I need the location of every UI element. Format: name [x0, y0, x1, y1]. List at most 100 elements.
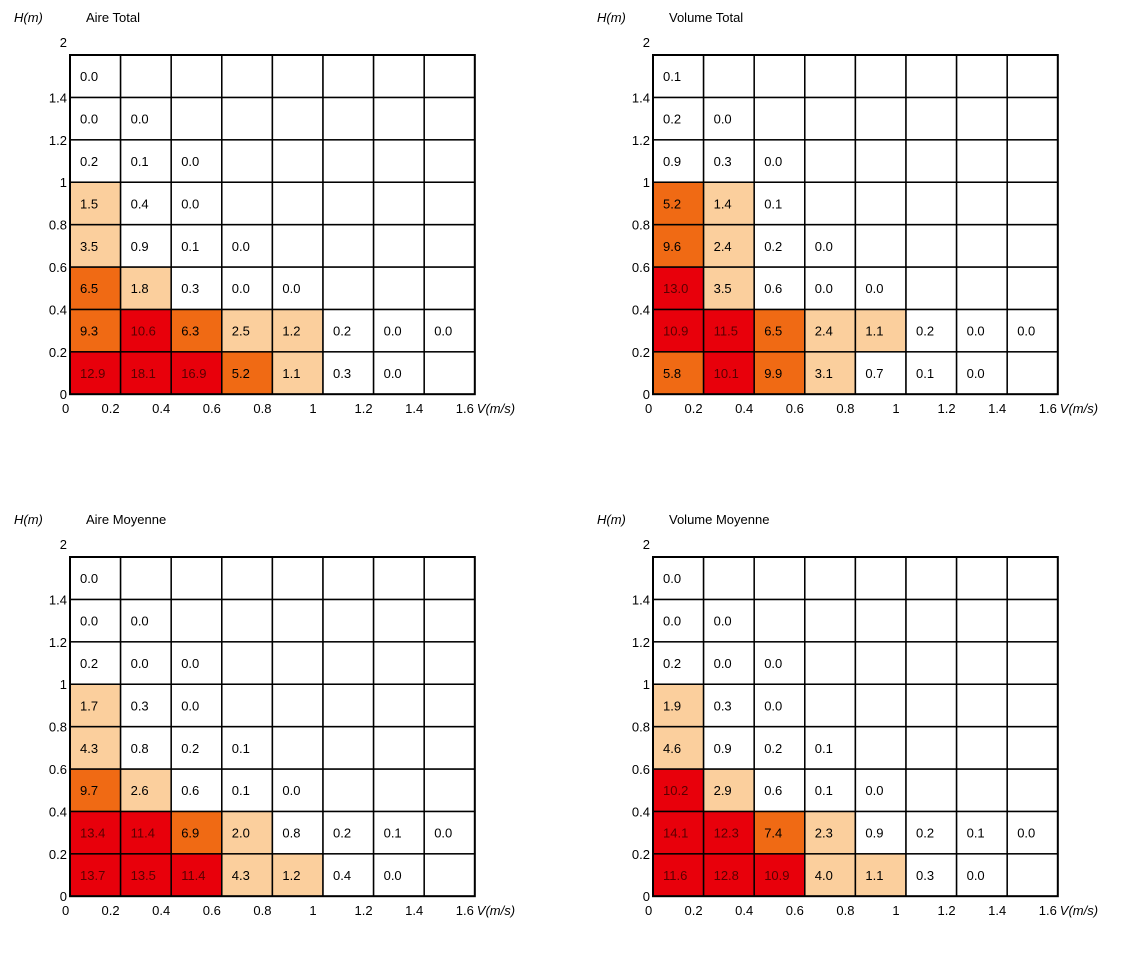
- x-tick-label: 0.6: [203, 903, 221, 918]
- cell-value-label: 2.4: [815, 324, 833, 339]
- x-tick-label: 0.4: [152, 401, 170, 416]
- cell-value-label: 13.5: [131, 868, 156, 883]
- heatmap-cell: [905, 96, 958, 141]
- heatmap-cell: [119, 96, 172, 141]
- cell-value-label: 0.3: [131, 698, 149, 713]
- heatmap-grid: 11.6 12.8 10.9 4.0 1.1 0.3 0.014.1 12.3 7.4 2.3 0.…: [632, 537, 1098, 918]
- heatmap-cell: [372, 96, 425, 141]
- x-tick-label: 1.2: [938, 903, 956, 918]
- heatmap-cell: [221, 266, 274, 311]
- heatmap-cell: [271, 96, 324, 141]
- heatmap-cell: [423, 181, 476, 226]
- x-tick-label: 0.4: [152, 903, 170, 918]
- cell-value-label: 0.0: [967, 868, 985, 883]
- heatmap-cell: [955, 725, 1008, 770]
- heatmap-cell: [854, 683, 907, 728]
- cell-value-label: 0.0: [181, 698, 199, 713]
- heatmap-cell: [804, 308, 857, 353]
- cell-value-label: 0.1: [232, 741, 250, 756]
- cell-value-label: 0.0: [80, 112, 98, 127]
- heatmap-cell: [955, 853, 1008, 897]
- heatmap-cell: [905, 725, 958, 770]
- x-tick-label: 1.6: [1039, 401, 1057, 416]
- x-tick-label: 0.2: [685, 401, 703, 416]
- y-tick-label: 0.4: [632, 302, 650, 317]
- heatmap-cell: [702, 556, 755, 601]
- cell-value-label: 6.5: [764, 324, 782, 339]
- heatmap-cell: [271, 266, 324, 311]
- cell-value-label: 0.0: [663, 571, 681, 586]
- cell-value-label: 5.2: [663, 196, 681, 211]
- cell-value-label: 0.3: [916, 868, 934, 883]
- heatmap-cell: [753, 556, 806, 601]
- heatmap-cell: [322, 853, 375, 897]
- heatmap-cell: [804, 181, 857, 226]
- heatmap-panel-volume-moyenne: H(m) Volume Moyenne 11.6 12.8 10.9 4.0 1.1 0.…: [583, 502, 1136, 972]
- x-tick-label: 0.6: [203, 401, 221, 416]
- y-tick-label: 0.6: [49, 260, 67, 275]
- heatmap-cell: [372, 223, 425, 268]
- y-tick-label: 0.2: [49, 847, 67, 862]
- heatmap-cell: [1006, 266, 1059, 311]
- heatmap-cell: [955, 556, 1008, 601]
- heatmap-cell: [702, 308, 755, 353]
- heatmap-cell: [854, 54, 907, 99]
- cell-value-label: 0.6: [181, 783, 199, 798]
- cell-value-label: 0.1: [916, 366, 934, 381]
- heatmap-cell: [423, 266, 476, 311]
- heatmap-cell: [1006, 181, 1059, 226]
- cell-value-label: 4.6: [663, 741, 681, 756]
- heatmap-cell: [119, 810, 172, 855]
- cell-value-label: 0.0: [434, 826, 452, 841]
- heatmap-cell: [170, 351, 223, 395]
- heatmap-grid: 5.8 10.1 9.9 3.1 0.7 0.1 0.010.9 11.5 6.5 2.4 1.1 0…: [632, 35, 1098, 416]
- cell-value-label: 2.4: [714, 239, 732, 254]
- cell-value-label: 0.0: [131, 112, 149, 127]
- cell-value-label: 0.4: [333, 868, 351, 883]
- cell-value-label: 9.3: [80, 324, 98, 339]
- cell-value-label: 9.6: [663, 239, 681, 254]
- heatmap-cell: [170, 641, 223, 685]
- heatmap-cell: [905, 308, 958, 353]
- heatmap-cell: [271, 556, 324, 601]
- heatmap-cell: [804, 768, 857, 813]
- heatmap-cell: [322, 139, 375, 183]
- heatmap-cell: [652, 683, 705, 728]
- cell-value-label: 1.2: [282, 868, 300, 883]
- x-tick-label: 0: [62, 903, 69, 918]
- x-tick-label: 0.8: [836, 401, 854, 416]
- heatmap-cell: [652, 139, 705, 183]
- heatmap-cell: [905, 556, 958, 601]
- heatmap-cell: [221, 683, 274, 728]
- cell-value-label: 10.9: [764, 868, 789, 883]
- heatmap-cell: [804, 54, 857, 99]
- cell-value-label: 10.6: [131, 324, 156, 339]
- heatmap-cell: [652, 810, 705, 855]
- heatmap-cell: [271, 725, 324, 770]
- cell-value-label: 0.0: [1017, 324, 1035, 339]
- heatmap-cell: [423, 308, 476, 353]
- y-tick-label: 0.2: [49, 345, 67, 360]
- heatmap-cell: [955, 139, 1008, 183]
- cell-value-label: 0.1: [232, 783, 250, 798]
- heatmap-cell: [1006, 598, 1059, 643]
- cell-value-label: 0.2: [333, 826, 351, 841]
- heatmap-cell: [119, 266, 172, 311]
- heatmap-cell: [322, 54, 375, 99]
- heatmap-panel-aire-total: H(m) Aire Total 12.9 18.1 16.9 5.2 1.1 0.3 0.0…: [0, 0, 560, 470]
- y-tick-label: 0.6: [632, 260, 650, 275]
- chart-title: Aire Moyenne: [86, 512, 167, 527]
- heatmap-cell: [854, 853, 907, 897]
- heatmap-cell: [905, 54, 958, 99]
- heatmap-cell: [170, 223, 223, 268]
- cell-value-label: 11.4: [131, 826, 155, 841]
- heatmap-cell: [423, 768, 476, 813]
- cell-value-label: 2.9: [714, 783, 732, 798]
- x-tick-label: 1.6: [456, 401, 474, 416]
- cell-value-label: 0.0: [80, 614, 98, 629]
- heatmap-cell: [1006, 641, 1059, 685]
- heatmap-cell: [221, 556, 274, 601]
- cell-value-label: 7.4: [764, 826, 782, 841]
- heatmap-cell: [753, 768, 806, 813]
- cell-value-label: 2.0: [232, 826, 250, 841]
